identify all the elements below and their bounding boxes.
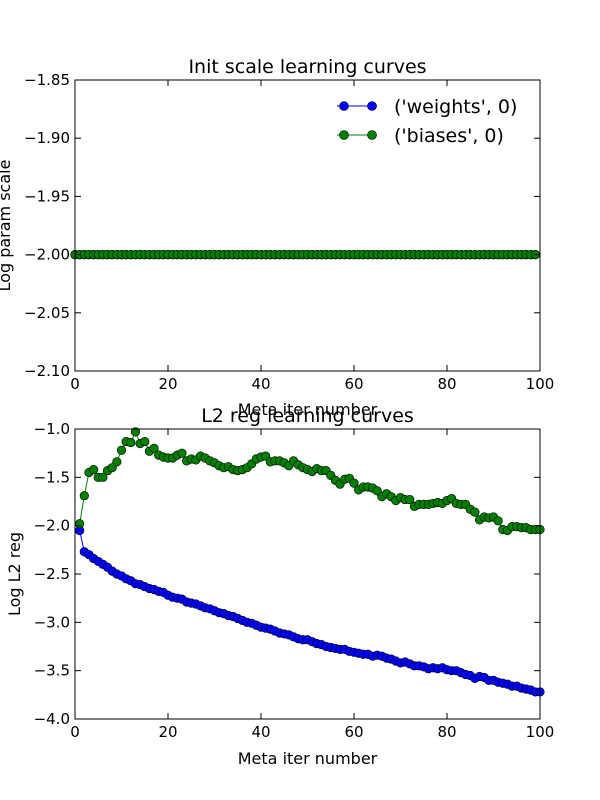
- l2-reg-y-axis-label: Log L2 reg: [5, 532, 24, 616]
- l2-reg-x-tick-label: 20: [158, 723, 177, 741]
- init-scale-chart: 0 20 40 60 80 100 −1.85 −1.90 −1.95 −2.00 −2.05 −2.…: [0, 56, 554, 419]
- l2-reg-point-biases: [470, 507, 480, 517]
- init-scale-ticks: 0 20 40 60 80 100 −1.85 −1.90 −1.95 −2.00 −2.05 −2.…: [24, 71, 554, 393]
- l2-reg-point-biases: [79, 491, 89, 501]
- init-scale-chart-title: Init scale learning curves: [188, 56, 426, 78]
- l2-reg-point-biases: [349, 478, 359, 488]
- legend-marker-biases-right: [367, 130, 377, 140]
- init-scale-series-layer: [70, 250, 540, 260]
- l2-reg-point-biases: [405, 494, 415, 505]
- l2-reg-point-biases: [126, 437, 136, 448]
- l2-reg-chart: 0 20 40 60 80 100 −1.0 −1.5 −2.0 −2.5 −3.0 −3.5 −4.0…: [5, 405, 554, 768]
- l2-reg-y-tick-label: −3.0: [34, 613, 70, 631]
- legend: ('weights', 0) ('biases', 0): [337, 96, 517, 147]
- init-scale-y-tick-label: −2.10: [24, 362, 70, 380]
- l2-reg-y-tick-label: −3.5: [34, 662, 70, 680]
- init-scale-y-tick-label: −1.85: [24, 71, 70, 89]
- legend-label-biases: ('biases', 0): [394, 125, 504, 147]
- l2-reg-point-biases: [140, 436, 150, 447]
- init-scale-y-tick-label: −2.00: [24, 246, 70, 264]
- l2-reg-x-tick-label: 0: [70, 723, 80, 741]
- l2-reg-y-tick-label: −2.0: [34, 517, 70, 535]
- init-scale-y-tick-label: −1.95: [24, 187, 70, 205]
- l2-reg-y-tick-label: −1.0: [34, 420, 70, 438]
- l2-reg-point-biases: [75, 519, 85, 529]
- legend-entry-weights: ('weights', 0): [337, 96, 517, 118]
- init-scale-x-tick-label: 20: [158, 375, 177, 393]
- init-scale-x-tick-label: 60: [344, 375, 363, 393]
- init-scale-x-tick-label: 100: [526, 375, 555, 393]
- legend-entry-biases: ('biases', 0): [337, 125, 504, 147]
- init-scale-plot-frame: [74, 79, 541, 372]
- l2-reg-point-biases: [130, 427, 141, 437]
- l2-reg-x-tick-label: 80: [437, 723, 456, 741]
- l2-reg-point-biases: [149, 443, 159, 453]
- legend-label-weights: ('weights', 0): [394, 96, 517, 118]
- l2-reg-y-tick-label: −4.0: [34, 710, 70, 728]
- init-scale-y-tick-label: −2.05: [24, 304, 70, 322]
- init-scale-x-tick-label: 80: [437, 375, 456, 393]
- init-scale-y-axis-label: Log param scale: [0, 160, 14, 292]
- legend-marker-weights-left: [339, 101, 349, 111]
- l2-reg-ticks: 0 20 40 60 80 100 −1.0 −1.5 −2.0 −2.5 −3.0 −3.5 −4.0: [34, 420, 555, 741]
- l2-reg-x-tick-label: 60: [344, 723, 363, 741]
- l2-reg-x-tick-label: 100: [526, 723, 555, 741]
- l2-reg-point-biases: [493, 516, 503, 526]
- legend-marker-weights-right: [367, 101, 377, 111]
- init-scale-y-tick-label: −1.90: [24, 129, 70, 147]
- init-scale-x-axis-label: Meta iter number: [238, 400, 378, 419]
- l2-reg-point-biases: [98, 472, 108, 482]
- l2-reg-point-biases: [177, 448, 187, 458]
- l2-reg-x-axis-label: Meta iter number: [238, 749, 378, 768]
- l2-reg-y-tick-label: −1.5: [34, 468, 70, 486]
- init-scale-x-tick-label: 40: [251, 375, 270, 393]
- init-scale-x-tick-label: 0: [70, 375, 80, 393]
- l2-reg-point-biases: [116, 445, 127, 455]
- l2-reg-point-biases: [88, 465, 99, 475]
- legend-marker-biases-left: [339, 130, 349, 140]
- l2-reg-point-biases: [112, 457, 122, 467]
- l2-reg-y-tick-label: −2.5: [34, 565, 70, 583]
- l2-reg-chart-title: L2 reg learning curves: [201, 405, 414, 427]
- l2-reg-x-tick-label: 40: [251, 723, 270, 741]
- l2-reg-series-layer: [75, 427, 545, 697]
